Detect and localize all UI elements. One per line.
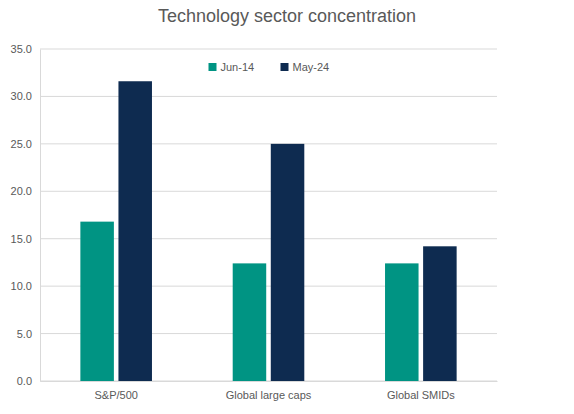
legend: Jun-14 May-24: [209, 61, 330, 73]
background: [0, 0, 574, 414]
grid-line: [40, 49, 497, 50]
x-axis-line: [41, 381, 498, 382]
y-axis-line: [40, 50, 41, 382]
bar: [118, 81, 152, 381]
bar: [233, 263, 267, 381]
bar: [80, 222, 114, 381]
legend-swatch: [209, 63, 217, 71]
y-tick-label: 30.0: [11, 90, 32, 102]
x-tick-label: Global SMIDs: [387, 389, 455, 401]
y-axis: 0.0 5.0 10.0 15.0 20.0 25.0 30.0 35.0: [11, 43, 41, 387]
y-tick-label: 15.0: [11, 233, 32, 245]
title: Technology sector concentration: [158, 6, 416, 26]
chart: 0.0 5.0 10.0 15.0 20.0 25.0 30.0 35.0 S&P/500 Glo…: [0, 0, 574, 414]
y-tick-label: 20.0: [11, 185, 32, 197]
y-tick: 15.0: [11, 233, 40, 245]
y-tick: 5.0: [17, 328, 40, 340]
x-tick: S&P/500: [94, 381, 137, 401]
x-tick: Global large caps: [226, 381, 312, 401]
x-axis: S&P/500 Global large caps Global SMIDs: [41, 381, 498, 401]
bars: [80, 81, 456, 381]
grid-line: [40, 143, 497, 144]
y-tick-label: 5.0: [17, 328, 32, 340]
y-tick-label: 25.0: [11, 138, 32, 150]
y-tick: 30.0: [11, 90, 40, 102]
y-tick: 0.0: [17, 375, 40, 387]
legend-label: May-24: [293, 61, 330, 73]
bar: [385, 263, 419, 381]
grid-line: [40, 96, 497, 97]
y-tick-label: 0.0: [17, 375, 32, 387]
bar: [271, 144, 305, 381]
legend-swatch: [281, 63, 289, 71]
y-tick-label: 10.0: [11, 280, 32, 292]
grid-line: [40, 191, 497, 192]
y-tick: 20.0: [11, 185, 40, 197]
x-tick: Global SMIDs: [387, 381, 455, 401]
y-tick-label: 35.0: [11, 43, 32, 55]
y-tick: 25.0: [11, 138, 40, 150]
grid: [40, 49, 497, 381]
x-tick-label: Global large caps: [226, 389, 312, 401]
bar: [423, 246, 457, 381]
x-tick-label: S&P/500: [94, 389, 137, 401]
y-tick: 35.0: [11, 43, 40, 55]
y-tick: 10.0: [11, 280, 40, 292]
legend-label: Jun-14: [221, 61, 255, 73]
